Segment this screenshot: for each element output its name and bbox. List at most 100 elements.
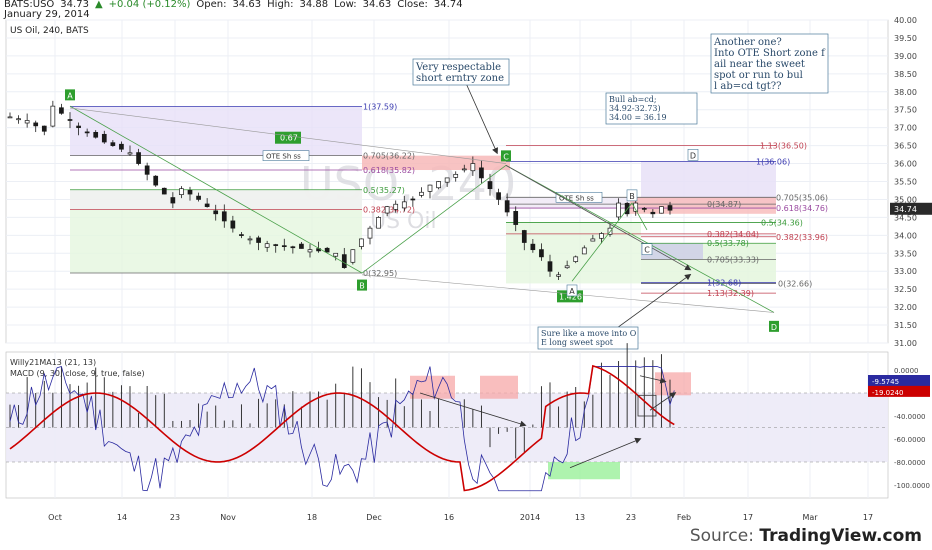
candle-down — [513, 211, 519, 225]
pivot-marker-box — [566, 284, 578, 297]
high-value: 34.88 — [299, 0, 329, 10]
x-tick-label: 2014 — [520, 513, 540, 522]
indicator-tick-label: -40.0000 — [894, 413, 925, 421]
fib-right-level-label: 0.382(33.96) — [776, 233, 828, 242]
pattern-guide — [69, 107, 507, 164]
candle-down — [76, 125, 81, 129]
candle-down — [667, 205, 673, 211]
indicator-tick-label: -60.0000 — [894, 436, 925, 444]
ratio-badge-left-text: 0.67 — [280, 134, 298, 143]
candle-down — [624, 202, 630, 215]
candle-down — [641, 208, 647, 210]
note-short-zone-text: short erntry zone — [416, 73, 504, 84]
candle-up — [367, 227, 373, 239]
candle-up — [350, 249, 356, 263]
symbol-header: BATS:USO 34.73 ▲ +0.04 (+0.12%) Open: 34.63 Hi… — [4, 0, 469, 20]
fib-left-purple-zone — [70, 106, 362, 156]
symbol: BATS:USO — [4, 0, 55, 10]
candle-down — [41, 125, 47, 132]
fib-right-upper-purple — [641, 161, 776, 198]
candle-down — [84, 131, 90, 134]
candle-down — [324, 247, 330, 253]
candle-down — [650, 211, 656, 215]
price-tick-label: 33.00 — [894, 267, 917, 276]
candle-down — [341, 254, 347, 268]
x-tick-label: 13 — [575, 513, 585, 522]
x-tick-label: Feb — [677, 513, 691, 522]
candle-down — [504, 200, 510, 213]
candle-up — [50, 105, 56, 127]
candle-down — [101, 133, 107, 143]
indicator-box — [637, 394, 657, 417]
candle-down — [110, 142, 116, 146]
open-label: Open: — [196, 0, 227, 10]
candle-down — [196, 195, 201, 200]
fib-left-level-label: 1(37.59) — [363, 102, 397, 111]
candle-down — [187, 189, 193, 195]
candle-up — [359, 238, 364, 247]
last-price: 34.73 — [60, 0, 89, 10]
candle-down — [67, 119, 73, 121]
price-tick-label: 35.00 — [894, 195, 917, 204]
header-date: January 29, 2014 — [4, 9, 90, 20]
candle-down — [221, 211, 227, 222]
fib-right-green-zone — [506, 222, 641, 284]
indicator-tick-label: -80.0000 — [894, 459, 925, 467]
fib-right-level-label: 1(32.68) — [707, 279, 741, 288]
price-tick-label: 40.00 — [894, 16, 917, 25]
candle-down — [119, 143, 124, 150]
fib-right-level-label: 0.5(33.78) — [707, 239, 749, 248]
candle-down — [410, 198, 416, 201]
indicator-tick-label: 0.0000 — [894, 367, 919, 375]
candle-down — [213, 210, 219, 215]
candle-down — [530, 243, 536, 251]
low-label: Low: — [334, 0, 357, 10]
pivot-label: C — [503, 152, 509, 161]
price-change: +0.04 (+0.12%) — [108, 0, 191, 10]
candle-down — [496, 192, 501, 200]
open-value: 34.63 — [232, 0, 262, 10]
price-tick-label: 36.50 — [894, 142, 917, 151]
last-price-tag-text: 34.74 — [894, 205, 917, 214]
highlight-red-3 — [655, 372, 691, 396]
note-short-zone-text: Very respectable — [415, 62, 501, 73]
candle-down — [299, 243, 304, 249]
note-short-zone-box — [412, 58, 510, 86]
chart-title: US Oil, 240, BATS — [10, 26, 89, 36]
ote-box-right — [555, 191, 603, 203]
price-tick-label: 37.00 — [894, 124, 917, 133]
ma-last-tag-text: -19.0240 — [872, 389, 903, 397]
note-long-spot-text: Sure like a move into O — [541, 329, 637, 338]
candle-down — [59, 107, 64, 114]
x-tick-label: 17 — [863, 513, 873, 522]
x-tick-label: Mar — [802, 513, 818, 522]
candle-up — [376, 217, 381, 229]
willy-last-tag-text: -9.5745 — [872, 378, 899, 386]
indicator-name-1: Willy21MA13 (21, 13) — [10, 358, 96, 367]
fib-right-level-label: 0(32.66) — [778, 279, 812, 288]
candle-up — [393, 203, 399, 210]
pivot-marker — [65, 89, 75, 101]
candle-up — [24, 120, 30, 124]
fib-right-level-label: 0.618(34.76) — [776, 204, 828, 213]
indicator-arrow — [419, 392, 527, 427]
source-credit: Source: TradingView.com — [690, 526, 922, 546]
fib-left-level-label: 0.618(35.82) — [363, 166, 415, 175]
fib-right-level-label: 0.382(34.04) — [707, 230, 759, 239]
candle-up — [633, 202, 639, 212]
candle-down — [230, 220, 236, 229]
last-price-tag — [890, 202, 932, 215]
candle-down — [239, 234, 244, 236]
highlight-red-2 — [480, 375, 518, 399]
candle-up — [599, 233, 604, 239]
price-tick-label: 37.50 — [894, 106, 917, 115]
pivot-marker-box — [641, 243, 653, 255]
candle-up — [264, 243, 270, 248]
signal-line — [9, 364, 675, 492]
fib-right-level-label: 0.705(33.33) — [707, 255, 759, 264]
note-another-one-text: l ab=cd tgt?? — [714, 81, 781, 92]
fib-right-pink-zone — [630, 197, 776, 214]
candle-down — [281, 245, 287, 248]
candle-down — [204, 203, 210, 207]
